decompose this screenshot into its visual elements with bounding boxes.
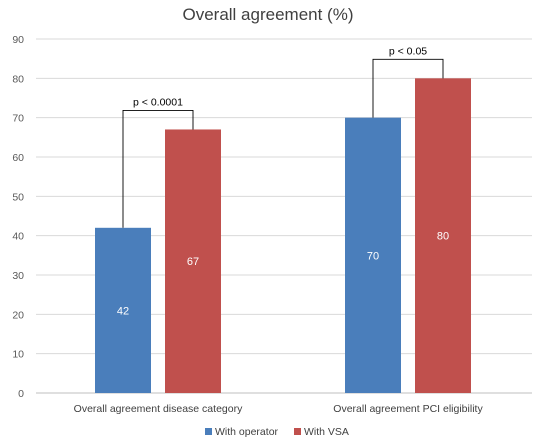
y-tick-label: 70 bbox=[12, 113, 24, 125]
bar-with-operator bbox=[95, 227, 151, 393]
p-value-label: p < 0.05 bbox=[389, 45, 427, 57]
x-axis: Overall agreement disease category Overal… bbox=[74, 403, 484, 415]
legend: With operator With VSA bbox=[205, 426, 349, 438]
y-tick-label: 10 bbox=[12, 349, 24, 361]
bar-value-label: 42 bbox=[117, 305, 129, 317]
x-category-label: Overall agreement PCI eligibility bbox=[333, 403, 483, 415]
bar-with-vsa bbox=[165, 129, 221, 393]
y-axis: 0 10 20 30 40 50 60 70 80 90 bbox=[12, 34, 24, 400]
bar-value-label: 67 bbox=[187, 256, 199, 268]
chart-title: Overall agreement (%) bbox=[182, 5, 353, 24]
legend-swatch bbox=[205, 428, 212, 435]
y-tick-label: 40 bbox=[12, 231, 24, 243]
significance-brackets: p < 0.0001 p < 0.05 bbox=[122, 45, 444, 228]
y-tick-label: 60 bbox=[12, 152, 24, 164]
bar-with-vsa bbox=[415, 78, 471, 393]
y-tick-label: 90 bbox=[12, 34, 24, 46]
y-tick-label: 0 bbox=[18, 388, 24, 400]
legend-label: With VSA bbox=[304, 426, 349, 438]
legend-label: With operator bbox=[215, 426, 279, 438]
legend-swatch bbox=[294, 428, 301, 435]
y-tick-label: 30 bbox=[12, 270, 24, 282]
y-tick-label: 80 bbox=[12, 73, 24, 85]
significance-bracket bbox=[372, 58, 444, 118]
bar-value-label: 70 bbox=[367, 250, 379, 262]
x-category-label: Overall agreement disease category bbox=[74, 403, 243, 415]
bar-value-label: 80 bbox=[437, 231, 449, 243]
p-value-label: p < 0.0001 bbox=[133, 96, 183, 108]
y-tick-label: 20 bbox=[12, 309, 24, 321]
bars: 42 67 70 80 bbox=[95, 78, 471, 394]
bar-with-operator bbox=[345, 117, 401, 394]
y-tick-label: 50 bbox=[12, 191, 24, 203]
significance-bracket bbox=[122, 110, 194, 228]
